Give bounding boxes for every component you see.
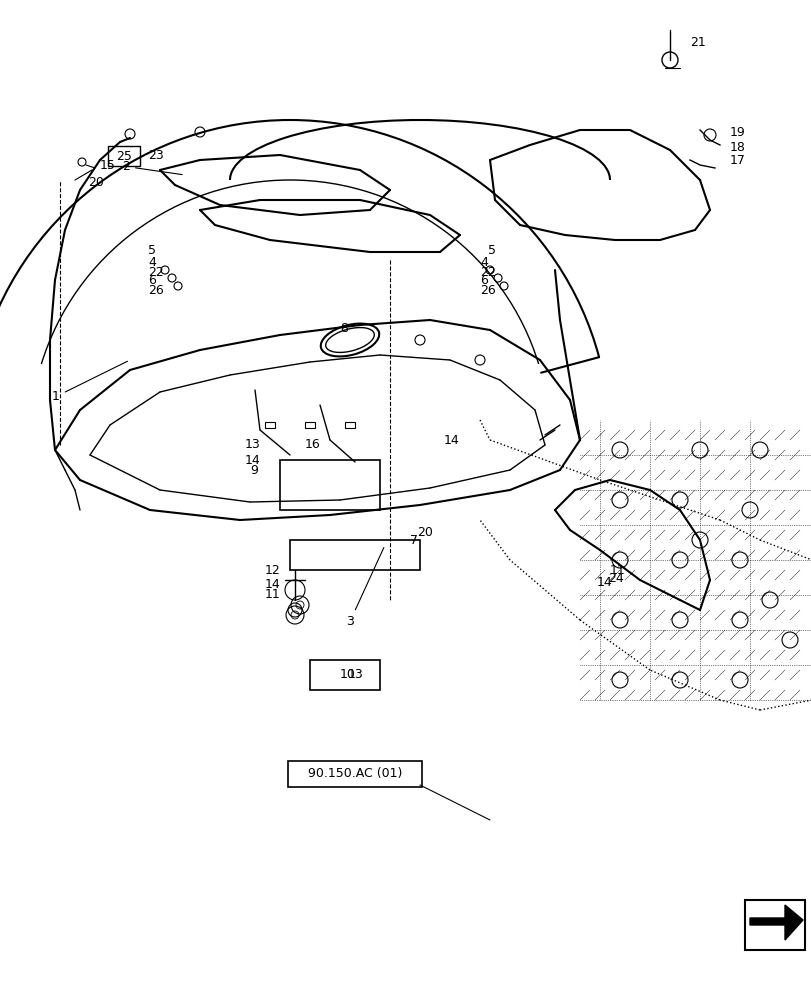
Bar <box>744 900 804 950</box>
Text: 11: 11 <box>609 564 625 576</box>
Text: 2: 2 <box>122 160 182 175</box>
Text: 3: 3 <box>345 548 384 628</box>
Bar <box>345 422 354 428</box>
Text: 17: 17 <box>729 154 745 167</box>
Text: 7: 7 <box>410 534 418 546</box>
Text: 6: 6 <box>148 273 156 286</box>
Text: 14: 14 <box>596 576 612 588</box>
Text: 10: 10 <box>340 668 355 682</box>
Text: 6: 6 <box>479 273 487 286</box>
Text: 5: 5 <box>487 243 496 256</box>
Text: 16: 16 <box>305 438 320 452</box>
Text: 26: 26 <box>479 284 496 296</box>
Polygon shape <box>749 905 802 940</box>
Text: 23: 23 <box>148 149 164 162</box>
Text: 14: 14 <box>444 434 459 446</box>
Text: 15: 15 <box>100 159 116 172</box>
Bar <box>264 422 275 428</box>
Text: 4: 4 <box>479 256 487 269</box>
Text: 20: 20 <box>417 526 432 538</box>
Text: 90.150.AC (01): 90.150.AC (01) <box>307 768 401 780</box>
Text: 1: 1 <box>52 361 127 403</box>
Text: 22: 22 <box>148 265 164 278</box>
Text: 13: 13 <box>348 668 363 682</box>
Text: 19: 19 <box>729 126 744 139</box>
Text: 14: 14 <box>264 578 281 591</box>
Text: 22: 22 <box>479 265 496 278</box>
Text: 20: 20 <box>88 176 104 189</box>
Text: 26: 26 <box>148 284 164 296</box>
Text: 11: 11 <box>264 588 281 601</box>
Text: 14: 14 <box>245 454 260 466</box>
Text: 13: 13 <box>245 438 260 452</box>
Text: 5: 5 <box>148 243 156 256</box>
Text: 8: 8 <box>340 322 348 334</box>
Bar <box>305 422 315 428</box>
Text: 21: 21 <box>689 36 705 49</box>
Text: 12: 12 <box>264 564 281 576</box>
Text: 18: 18 <box>729 141 745 154</box>
Text: 4: 4 <box>148 256 156 269</box>
Text: 9: 9 <box>250 464 258 477</box>
Text: 24: 24 <box>607 572 623 584</box>
Text: 25: 25 <box>116 150 131 163</box>
